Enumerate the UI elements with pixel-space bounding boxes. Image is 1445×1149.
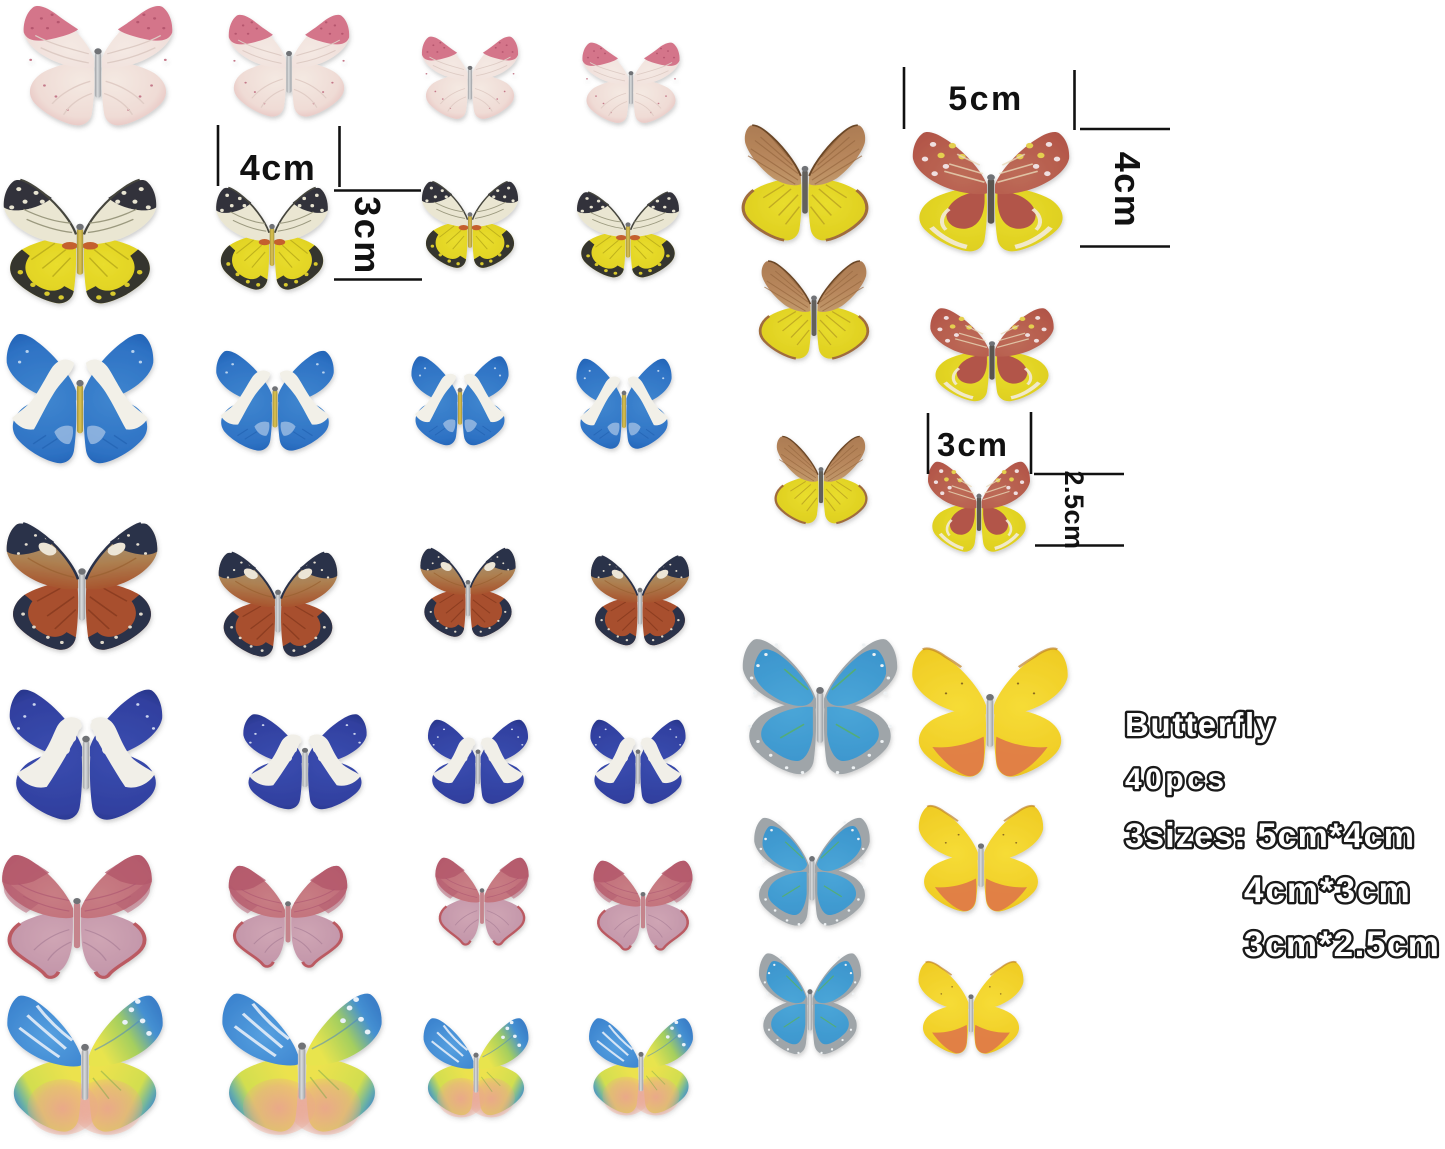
svg-text:3cm: 3cm [937, 426, 1009, 463]
svg-text:3cm: 3cm [347, 196, 388, 276]
svg-text:4cm*3cm: 4cm*3cm [1244, 871, 1412, 910]
svg-text:3cm*2.5cm: 3cm*2.5cm [1244, 925, 1440, 964]
svg-text:2.5cm: 2.5cm [1059, 470, 1089, 549]
svg-text:5cm: 5cm [948, 80, 1024, 118]
svg-text:40pcs: 40pcs [1125, 763, 1228, 796]
svg-text:4cm: 4cm [240, 147, 317, 188]
svg-text:3sizes: 5cm*4cm: 3sizes: 5cm*4cm [1125, 817, 1415, 855]
svg-text:4cm: 4cm [1107, 152, 1148, 229]
svg-text:Butterfly: Butterfly [1125, 706, 1276, 743]
